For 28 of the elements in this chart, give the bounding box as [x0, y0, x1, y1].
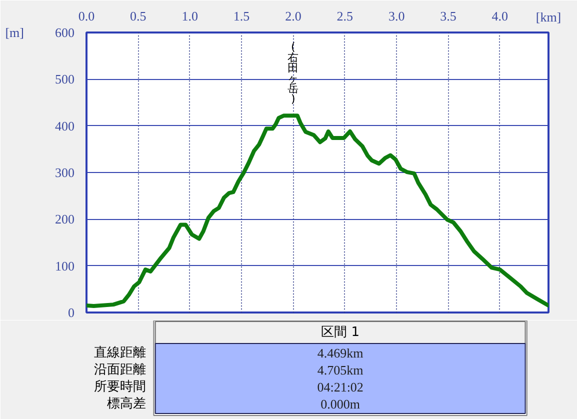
text: 0.000m [320, 396, 360, 412]
y-tick-label: 300 [55, 165, 74, 180]
y-tick-label: 0 [68, 305, 74, 320]
x-tick-label: 1.5 [233, 8, 250, 24]
text: 4.705km [317, 362, 364, 378]
y-tick-label: 600 [55, 25, 74, 40]
x-tick-label: 1.0 [182, 8, 198, 24]
x-axis-title: [km] [536, 10, 562, 24]
x-tick-label: 3.0 [388, 8, 405, 24]
text: 区間 1 [321, 325, 360, 340]
y-tick-label: 500 [55, 72, 74, 87]
x-tick-label: 3.5 [440, 8, 456, 24]
text: 4.469km [317, 346, 364, 360]
y-tick-label: 400 [55, 118, 74, 134]
x-tick-label: 2.5 [336, 8, 354, 24]
y-axis-title: [m] [5, 25, 24, 40]
x-tick-label: 2.0 [285, 8, 302, 24]
text: 沿面距離 [94, 362, 146, 378]
x-tick-label: 0.0 [78, 8, 95, 24]
text: 直線距離 [94, 346, 146, 360]
y-tick-label: 100 [55, 258, 74, 274]
y-tick-label: 200 [55, 212, 74, 227]
x-tick-label: 0.5 [130, 8, 146, 24]
text: 所要時間 [94, 380, 146, 394]
text: 標高差 [106, 396, 146, 412]
line-series [86, 114, 548, 308]
text: 04:21:02 [317, 380, 364, 394]
x-tick-label: 4.0 [492, 8, 508, 24]
